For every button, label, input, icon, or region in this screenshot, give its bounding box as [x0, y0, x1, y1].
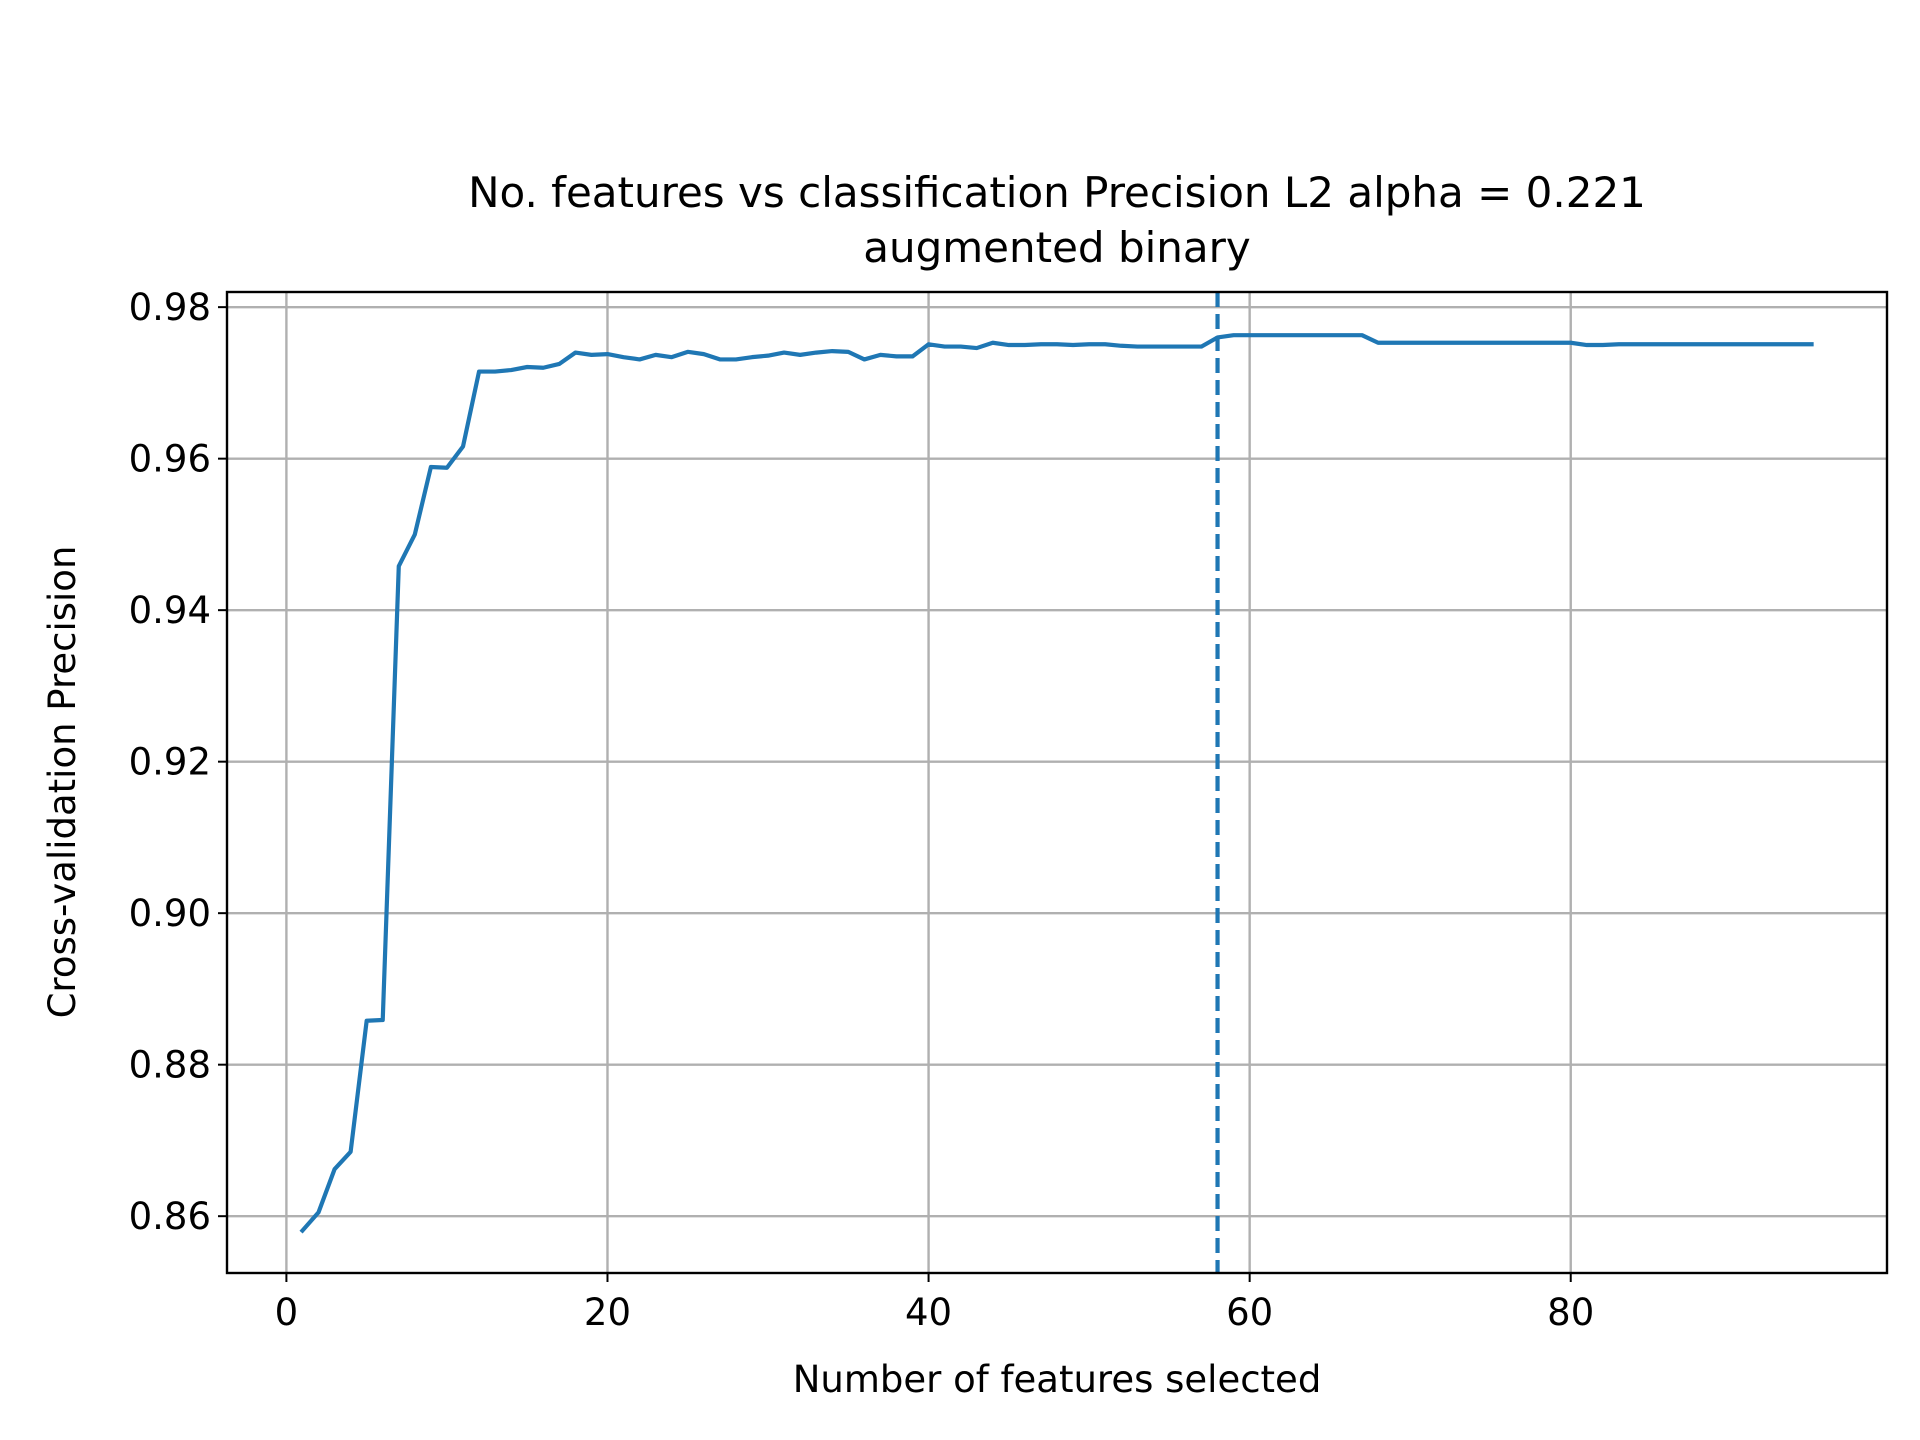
y-tick-label: 0.86 [129, 1195, 211, 1238]
x-tick-label: 80 [1547, 1291, 1594, 1334]
series-layer [299, 333, 1814, 1234]
y-tick-label: 0.94 [129, 589, 211, 632]
y-tick-label: 0.88 [129, 1044, 211, 1087]
y-tick-label: 0.90 [129, 892, 211, 935]
chart-title-line-2: augmented binary [863, 223, 1251, 272]
x-tick-label: 0 [275, 1291, 299, 1334]
y-tick-label: 0.98 [129, 286, 211, 329]
plot-frame [225, 290, 1889, 1275]
grid [227, 292, 1887, 1273]
series-line [299, 333, 1814, 1234]
chart-title-line-1: No. features vs classification Precision… [468, 168, 1646, 217]
y-axis-label: Cross-validation Precision [41, 546, 84, 1019]
x-axis-label: Number of features selected [793, 1358, 1322, 1401]
x-tick-label: 60 [1226, 1291, 1273, 1334]
y-tick-label: 0.92 [129, 741, 211, 784]
y-axis-ticks: 0.86 0.88 0.90 0.92 0.94 0.96 0.98 [129, 286, 227, 1238]
x-axis-ticks: 0 20 40 60 80 [275, 1273, 1594, 1334]
x-tick-label: 40 [905, 1291, 952, 1334]
x-tick-label: 20 [584, 1291, 631, 1334]
y-tick-label: 0.96 [129, 438, 211, 481]
